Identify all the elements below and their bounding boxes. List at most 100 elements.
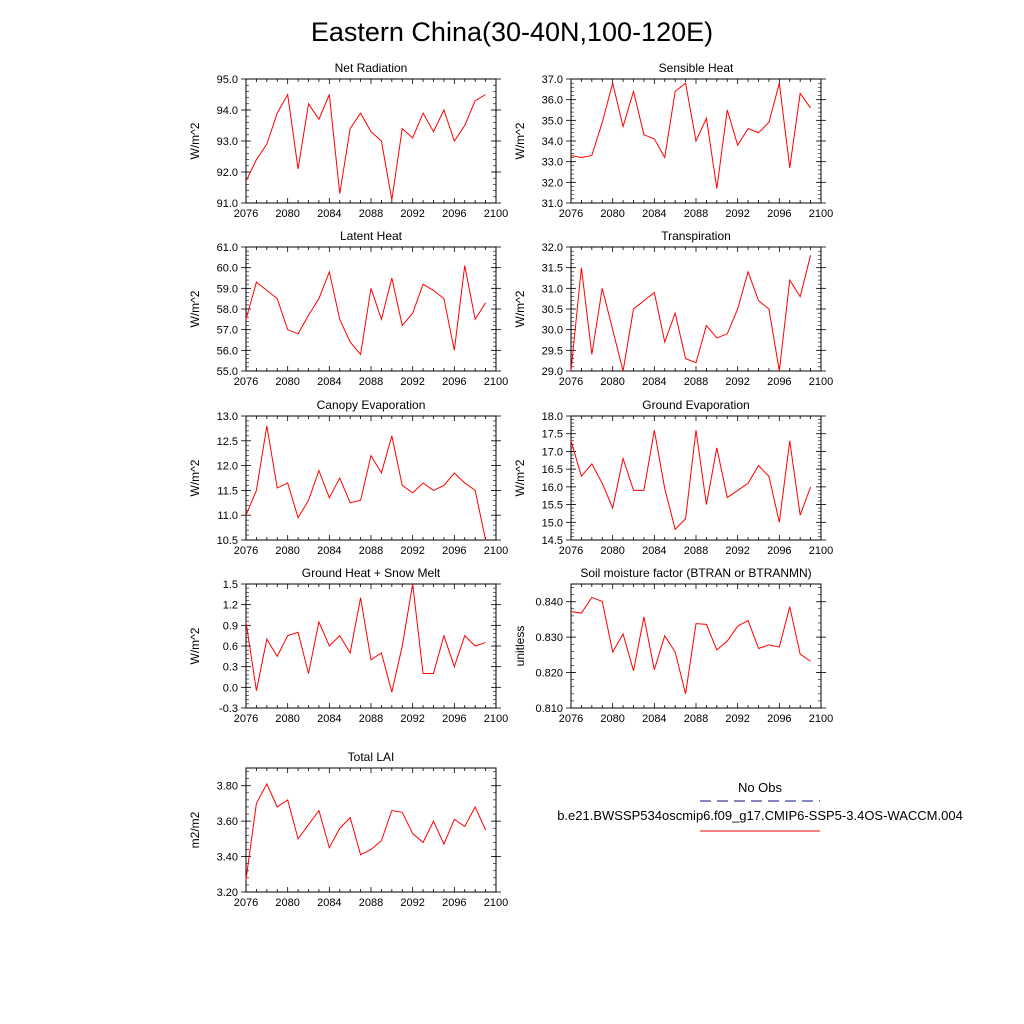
x-tick-label: 2080 <box>600 713 624 725</box>
data-point <box>308 103 309 104</box>
x-tick-label: 2076 <box>559 713 583 725</box>
data-point <box>747 483 748 484</box>
y-tick-label: 31.5 <box>542 263 563 275</box>
x-tick-label: 2096 <box>767 208 791 220</box>
data-point <box>737 308 738 309</box>
plot-frame <box>245 78 497 204</box>
data-point <box>654 138 655 139</box>
data-point <box>297 838 298 839</box>
data-point <box>433 131 434 132</box>
data-point <box>789 167 790 168</box>
data-point <box>654 292 655 293</box>
data-point <box>810 107 811 108</box>
y-axis-label: W/m^2 <box>188 627 202 664</box>
data-point <box>581 157 582 158</box>
data-point <box>350 341 351 342</box>
y-tick-label: 95.0 <box>217 74 238 86</box>
y-tick-label: 32.0 <box>542 242 563 254</box>
data-point <box>245 319 246 320</box>
y-tick-label: 11.5 <box>217 485 238 497</box>
data-point <box>350 128 351 129</box>
data-point <box>758 132 759 133</box>
data-point <box>800 296 801 297</box>
data-point <box>633 91 634 92</box>
x-tick-label: 2100 <box>809 713 833 725</box>
data-point <box>277 113 278 114</box>
data-point <box>256 159 257 160</box>
data-point <box>433 673 434 674</box>
data-point <box>287 799 288 800</box>
data-point <box>789 279 790 280</box>
data-point <box>768 308 769 309</box>
y-tick-label: -0.3 <box>219 703 238 715</box>
y-tick-label: 12.0 <box>217 461 238 473</box>
data-point <box>287 482 288 483</box>
data-point <box>433 490 434 491</box>
y-tick-label: 14.5 <box>542 535 563 547</box>
data-point <box>443 635 444 636</box>
data-point <box>308 315 309 316</box>
data-point <box>591 354 592 355</box>
data-point <box>643 616 644 617</box>
data-point <box>381 472 382 473</box>
data-point <box>737 490 738 491</box>
data-point <box>329 94 330 95</box>
data-point <box>464 826 465 827</box>
data-point <box>685 358 686 359</box>
x-tick-label: 2092 <box>725 545 749 557</box>
y-tick-label: 15.5 <box>542 500 563 512</box>
data-point <box>810 255 811 256</box>
x-tick-label: 2092 <box>725 208 749 220</box>
data-point <box>581 612 582 613</box>
x-tick-label: 2088 <box>359 897 383 909</box>
panel: 2076 2080 2084 2088 2092 2096 2100 55.0 56.0 57.0… <box>188 229 508 388</box>
x-tick-label: 2096 <box>767 376 791 388</box>
y-axis-label: W/m^2 <box>188 290 202 327</box>
x-tick-label: 2088 <box>359 545 383 557</box>
data-point <box>654 430 655 431</box>
x-tick-label: 2092 <box>725 376 749 388</box>
data-point <box>475 490 476 491</box>
y-tick-label: 0.840 <box>535 597 563 609</box>
panel-title: Net Radiation <box>335 61 408 75</box>
x-tick-label: 2100 <box>484 713 508 725</box>
data-point <box>277 806 278 807</box>
series-line <box>245 782 487 880</box>
data-point <box>716 188 717 189</box>
data-point <box>727 640 728 641</box>
y-tick-label: 29.0 <box>542 366 563 378</box>
data-point <box>454 140 455 141</box>
x-tick-label: 2080 <box>275 545 299 557</box>
data-point <box>454 666 455 667</box>
data-point <box>245 879 246 880</box>
data-point <box>402 812 403 813</box>
x-tick-label: 2084 <box>642 545 666 557</box>
data-point <box>685 83 686 84</box>
data-point <box>727 333 728 334</box>
data-point <box>266 290 267 291</box>
data-point <box>339 193 340 194</box>
y-tick-label: 10.5 <box>217 535 238 547</box>
data-point <box>768 644 769 645</box>
x-tick-label: 2096 <box>442 545 466 557</box>
panel: 2076 2080 2084 2088 2092 2096 2100 31.0 32.0 33.0… <box>513 61 833 220</box>
y-tick-label: 32.0 <box>542 177 563 189</box>
x-tick-label: 2100 <box>809 208 833 220</box>
y-tick-label: 3.60 <box>217 816 238 828</box>
data-point <box>277 487 278 488</box>
panel: 2076 2080 2084 2088 2092 2096 2100 14.5 15.0 15.5… <box>513 398 833 557</box>
data-point <box>412 583 413 584</box>
data-point <box>266 425 267 426</box>
data-point <box>433 821 434 822</box>
x-tick-label: 2092 <box>400 897 424 909</box>
y-tick-label: 31.0 <box>542 283 563 295</box>
data-point <box>245 515 246 516</box>
x-tick-label: 2080 <box>600 545 624 557</box>
series-line <box>570 255 812 372</box>
series-line <box>570 82 811 189</box>
x-tick-label: 2084 <box>317 208 341 220</box>
x-tick-label: 2084 <box>317 713 341 725</box>
data-point <box>800 93 801 94</box>
data-point <box>350 817 351 818</box>
